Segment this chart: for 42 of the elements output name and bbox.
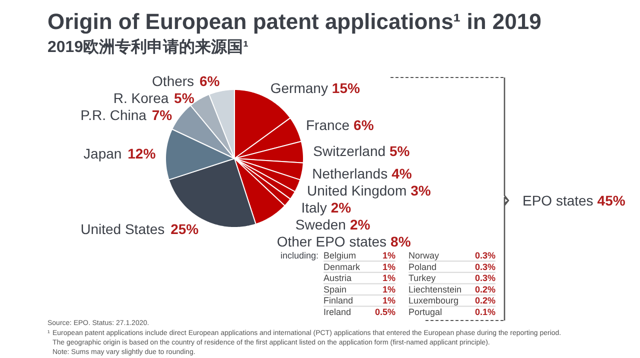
slice-label: Italy [301,199,327,216]
slice-label: United States [80,220,165,237]
text: Portugal 0.1% [408,307,496,317]
text: Luxembourg 0.2% [408,296,496,306]
text: Austria 1% [324,273,396,284]
text: Norway 0.3% [408,250,496,260]
slice-label: Others [152,72,194,89]
data-label: 7% [152,106,173,123]
data-label: 5% [390,143,410,160]
data-label: 2% [350,216,371,232]
text: Liechtenstein 0.2% [408,284,496,294]
slice-label: Switzerland [313,143,386,160]
data-label: 6% [199,72,220,89]
slice-label: Sweden [295,216,346,232]
text: Ireland 0.5% [324,307,396,317]
text: Poland 0.3% [408,262,496,272]
text: including: [280,250,319,260]
slice-label: United Kingdom [307,182,407,198]
slice-label: P.R. China [80,106,147,123]
chart-title: Origin of European patent applications¹ in 2019 [48,9,542,34]
text: Spain 1% [324,284,396,294]
data-label: 6% [354,116,374,133]
slice-label: Other EPO states [276,233,387,250]
data-label: 2% [330,199,352,216]
data-label: 25% [170,220,200,237]
slice-label: Netherlands [312,165,388,182]
text: Belgium 1% [324,250,396,260]
data-label: 5% [174,90,195,106]
data-label: 3% [410,182,432,198]
text: Turkey 0.3% [408,273,496,284]
slice-label: Japan [84,146,122,162]
data-label: 4% [392,165,412,182]
chart-subtitle: 2019欧洲专利申请的来源国¹ [48,38,248,56]
data-label: 15% [332,80,361,96]
data-label: 12% [128,146,156,162]
data-label: 8% [390,233,412,250]
text: Finland 1% [324,296,396,306]
slice-label: Germany [270,80,328,96]
text: Denmark 1% [324,262,396,272]
text: EPO states 45% [522,192,626,208]
slice-label: France [306,116,350,133]
slice-label: R. Korea [113,90,169,106]
